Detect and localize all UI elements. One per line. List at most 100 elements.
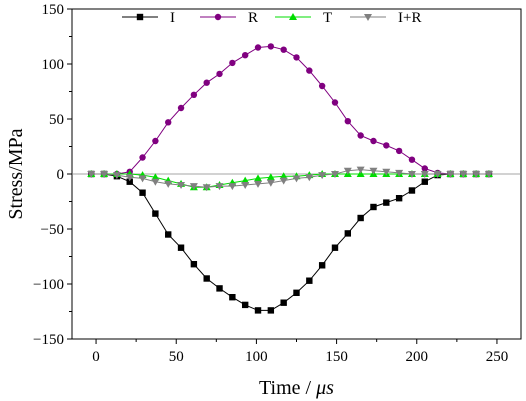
data-point	[318, 82, 326, 90]
x-axis-title-unit: μs	[315, 377, 334, 399]
data-point	[459, 171, 468, 178]
legend-item: R	[200, 10, 258, 26]
x-tick-label: 100	[245, 349, 268, 365]
data-point	[343, 167, 352, 175]
data-point	[177, 104, 185, 112]
legend: I R T I+R	[122, 10, 421, 26]
series-line	[91, 45, 489, 175]
y-tick-label: −100	[33, 277, 64, 293]
data-point	[177, 182, 186, 189]
series-i-r	[87, 166, 493, 192]
data-point	[395, 195, 403, 202]
data-point	[306, 67, 313, 74]
data-point	[318, 172, 327, 180]
x-tick-label: 150	[325, 349, 348, 365]
legend-swatch-marker	[364, 14, 372, 21]
data-point	[305, 174, 314, 182]
data-point	[241, 52, 249, 59]
data-point	[370, 137, 377, 145]
y-tick-label: 150	[42, 2, 65, 18]
data-point	[318, 262, 326, 269]
data-point	[215, 183, 224, 191]
y-axis: −150 −100 −50 0 50 100 150	[33, 2, 72, 348]
y-axis-title: Stress/MPa	[5, 128, 27, 219]
data-point	[382, 168, 391, 176]
data-point	[125, 174, 134, 182]
legend-swatch-marker	[289, 13, 297, 20]
data-point	[151, 173, 160, 181]
data-point	[152, 210, 159, 217]
legend-swatch-marker	[136, 13, 144, 21]
data-point	[202, 184, 211, 192]
data-point	[164, 180, 173, 188]
data-point	[408, 156, 416, 163]
data-point	[216, 285, 223, 292]
data-point	[330, 171, 339, 178]
x-tick-label: 50	[169, 349, 184, 365]
data-point	[138, 175, 147, 183]
data-point	[484, 171, 493, 178]
data-point	[100, 171, 109, 178]
data-point	[357, 132, 364, 139]
data-point	[267, 43, 275, 50]
data-point	[433, 171, 442, 178]
data-point	[139, 189, 146, 196]
data-point	[165, 119, 172, 126]
data-point	[408, 187, 416, 194]
data-point	[292, 175, 301, 183]
data-point	[344, 118, 352, 125]
data-point	[241, 176, 250, 184]
data-point	[280, 299, 287, 306]
y-tick-label: 100	[42, 57, 65, 73]
data-point	[279, 177, 288, 185]
data-point	[331, 99, 339, 106]
data-point	[190, 91, 198, 99]
y-tick-label: 50	[49, 112, 64, 128]
data-point	[446, 171, 455, 178]
series-layer	[87, 43, 493, 314]
data-point	[228, 183, 237, 191]
data-point	[216, 70, 223, 78]
data-point	[395, 169, 404, 177]
data-point	[420, 171, 429, 178]
x-axis-title-main: Time /	[259, 377, 316, 399]
data-point	[383, 199, 390, 206]
series-r	[88, 43, 493, 178]
y-tick-label: 0	[57, 167, 65, 183]
data-point	[189, 183, 198, 191]
data-point	[126, 178, 133, 185]
data-point	[165, 231, 172, 238]
x-axis: 0 50 100 150 200 250	[92, 339, 508, 365]
data-point	[331, 244, 339, 251]
x-tick-label: 0	[92, 349, 100, 365]
data-point	[421, 178, 428, 185]
legend-label: R	[248, 10, 258, 26]
series-line	[91, 173, 489, 311]
series-i	[88, 170, 493, 314]
legend-swatch-marker	[214, 13, 222, 21]
data-point	[306, 277, 313, 284]
data-point	[254, 174, 263, 182]
legend-item: I	[122, 10, 175, 26]
data-point	[472, 171, 481, 178]
data-point	[279, 172, 288, 180]
legend-label: T	[323, 10, 332, 26]
legend-label: I+R	[398, 10, 421, 26]
data-point	[293, 54, 300, 61]
data-point	[356, 166, 365, 174]
data-point	[280, 46, 287, 53]
data-point	[112, 172, 121, 180]
data-point	[383, 142, 390, 149]
data-point	[370, 203, 377, 211]
data-point	[344, 230, 352, 237]
legend-item: T	[275, 10, 332, 26]
x-tick-label: 200	[406, 349, 429, 365]
data-point	[203, 79, 210, 86]
series-line	[91, 169, 489, 188]
x-tick-label: 250	[486, 349, 509, 365]
data-point	[267, 307, 275, 314]
data-point	[229, 294, 236, 301]
data-point	[190, 261, 198, 268]
data-point	[203, 275, 210, 282]
